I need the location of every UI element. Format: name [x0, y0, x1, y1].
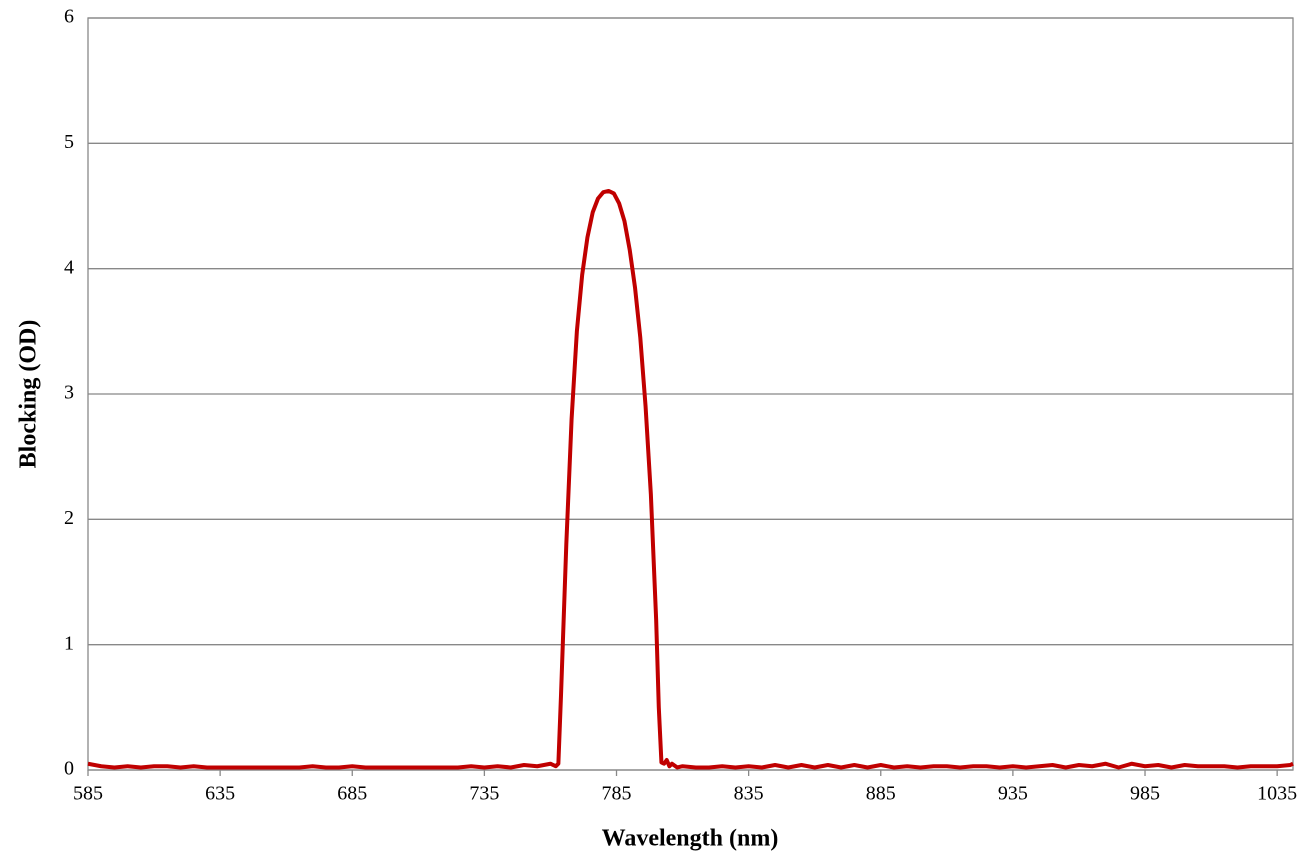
- y-tick-label: 4: [64, 256, 74, 278]
- plot-frame: [87, 17, 1294, 771]
- x-tick-label: 835: [734, 783, 764, 805]
- x-tick-label: 935: [998, 783, 1028, 805]
- x-axis-title: Wavelength (nm): [602, 826, 779, 852]
- y-axis-title: Blocking (OD): [16, 320, 42, 469]
- y-tick-label: 1: [64, 632, 74, 654]
- x-tick-label: 985: [1130, 783, 1160, 805]
- x-tick-label: 735: [469, 783, 499, 805]
- y-tick-label: 0: [64, 758, 74, 780]
- y-tick-label: 2: [64, 507, 74, 529]
- x-tick-label: 635: [205, 783, 235, 805]
- x-tick-label: 585: [73, 783, 103, 805]
- data-line: [87, 188, 1294, 770]
- x-tick-label: 885: [866, 783, 896, 805]
- x-tick-label: 685: [337, 783, 367, 805]
- y-tick-label: 3: [64, 382, 74, 404]
- y-tick-label: 6: [64, 6, 74, 28]
- y-tick-label: 5: [64, 131, 74, 153]
- x-tick-label: 785: [602, 783, 632, 805]
- x-tick-label: 1035: [1257, 783, 1297, 805]
